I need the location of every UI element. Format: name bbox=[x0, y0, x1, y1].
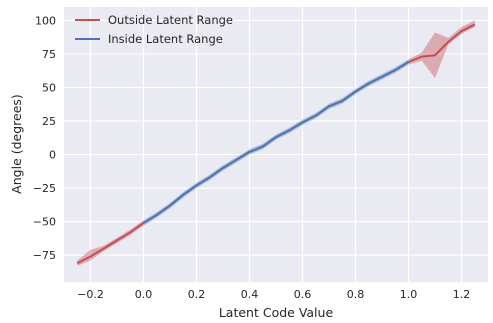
y-tick-labels: −75 −50 −25 0 25 50 75 100 bbox=[33, 14, 56, 262]
x-tick-label: 1.0 bbox=[400, 288, 418, 301]
y-tick-label: 75 bbox=[42, 48, 56, 61]
legend: Outside Latent Range Inside Latent Range bbox=[75, 13, 233, 46]
x-tick-label: 0.6 bbox=[294, 288, 312, 301]
x-tick-label: 1.2 bbox=[453, 288, 471, 301]
y-tick-label: 100 bbox=[35, 14, 56, 27]
x-tick-label: −0.2 bbox=[77, 288, 104, 301]
x-axis-title: Latent Code Value bbox=[219, 305, 334, 320]
series-lines bbox=[76, 23, 476, 265]
grid-lines bbox=[64, 7, 488, 282]
y-tick-label: −25 bbox=[33, 182, 56, 195]
x-tick-label: 0.0 bbox=[135, 288, 153, 301]
y-tick-label: −50 bbox=[33, 216, 56, 229]
y-axis-title: Angle (degrees) bbox=[9, 94, 24, 194]
x-tick-label: 0.4 bbox=[241, 288, 259, 301]
y-tick-label: 50 bbox=[42, 81, 56, 94]
inside-range-line bbox=[142, 61, 410, 224]
legend-label: Inside Latent Range bbox=[108, 32, 223, 46]
plot-background bbox=[64, 7, 488, 282]
outside-range-line bbox=[408, 23, 476, 63]
legend-label: Outside Latent Range bbox=[108, 13, 233, 27]
x-tick-label: 0.8 bbox=[347, 288, 365, 301]
x-tick-label: 0.2 bbox=[188, 288, 206, 301]
outside-range-line bbox=[76, 222, 145, 265]
x-tick-labels: −0.2 0.0 0.2 0.4 0.6 0.8 1.0 1.2 bbox=[77, 288, 470, 301]
y-tick-label: 0 bbox=[49, 149, 56, 162]
y-tick-label: −75 bbox=[33, 249, 56, 262]
y-tick-label: 25 bbox=[42, 115, 56, 128]
